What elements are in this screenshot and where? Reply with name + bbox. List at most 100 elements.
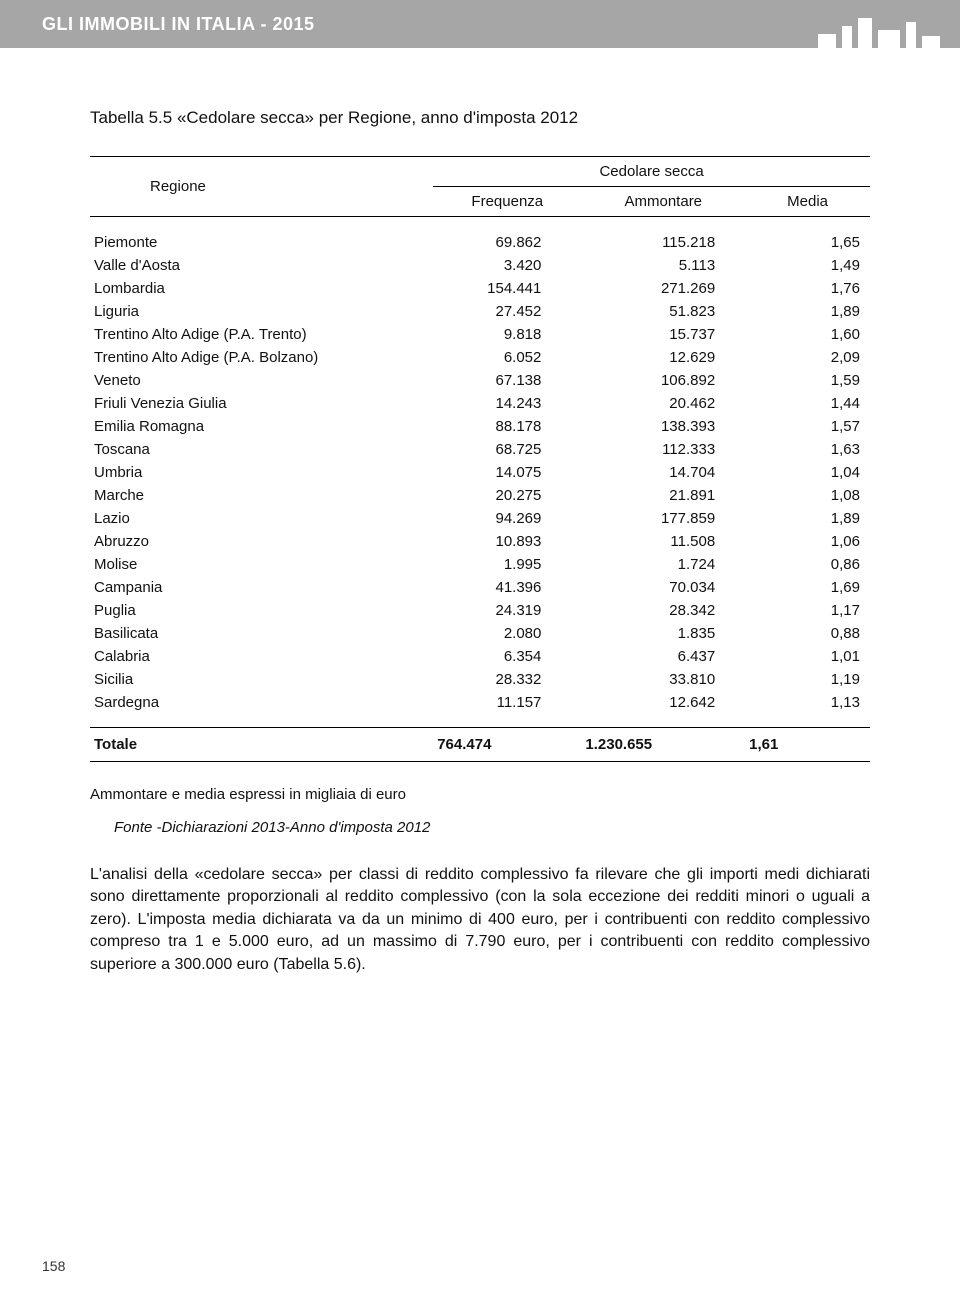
table-title: Tabella 5.5 «Cedolare secca» per Regione… bbox=[90, 108, 870, 128]
cell-media: 1,89 bbox=[745, 507, 870, 530]
cell-freq: 6.354 bbox=[433, 645, 581, 668]
col-freq: Frequenza bbox=[433, 187, 581, 217]
cell-media: 1,04 bbox=[745, 461, 870, 484]
cell-region: Marche bbox=[90, 484, 433, 507]
table-row: Campania41.39670.0341,69 bbox=[90, 576, 870, 599]
skyline-icon bbox=[818, 18, 940, 48]
total-label: Totale bbox=[90, 728, 433, 762]
cell-media: 1,49 bbox=[745, 254, 870, 277]
cell-region: Friuli Venezia Giulia bbox=[90, 392, 433, 415]
cell-amm: 11.508 bbox=[581, 530, 745, 553]
cell-region: Emilia Romagna bbox=[90, 415, 433, 438]
cell-amm: 14.704 bbox=[581, 461, 745, 484]
cell-media: 1,65 bbox=[745, 231, 870, 254]
cell-freq: 94.269 bbox=[433, 507, 581, 530]
footnote: Ammontare e media espressi in migliaia d… bbox=[90, 786, 870, 803]
table-row: Basilicata2.0801.8350,88 bbox=[90, 622, 870, 645]
cell-media: 1,76 bbox=[745, 277, 870, 300]
cell-region: Toscana bbox=[90, 438, 433, 461]
cell-freq: 67.138 bbox=[433, 369, 581, 392]
cell-amm: 138.393 bbox=[581, 415, 745, 438]
data-table: Regione Cedolare secca Frequenza Ammonta… bbox=[90, 156, 870, 762]
cell-media: 1,44 bbox=[745, 392, 870, 415]
table-row: Liguria27.45251.8231,89 bbox=[90, 300, 870, 323]
table-row: Calabria6.3546.4371,01 bbox=[90, 645, 870, 668]
cell-region: Molise bbox=[90, 553, 433, 576]
cell-media: 1,06 bbox=[745, 530, 870, 553]
cell-freq: 41.396 bbox=[433, 576, 581, 599]
cell-region: Valle d'Aosta bbox=[90, 254, 433, 277]
table-row: Trentino Alto Adige (P.A. Trento)9.81815… bbox=[90, 323, 870, 346]
cell-freq: 1.995 bbox=[433, 553, 581, 576]
cell-freq: 14.243 bbox=[433, 392, 581, 415]
cell-freq: 28.332 bbox=[433, 668, 581, 691]
table-row: Abruzzo10.89311.5081,06 bbox=[90, 530, 870, 553]
cell-freq: 69.862 bbox=[433, 231, 581, 254]
cell-media: 1,69 bbox=[745, 576, 870, 599]
cell-amm: 33.810 bbox=[581, 668, 745, 691]
cell-amm: 51.823 bbox=[581, 300, 745, 323]
table-row: Umbria14.07514.7041,04 bbox=[90, 461, 870, 484]
col-amm: Ammontare bbox=[581, 187, 745, 217]
cell-media: 1,13 bbox=[745, 691, 870, 714]
cell-freq: 6.052 bbox=[433, 346, 581, 369]
cell-freq: 88.178 bbox=[433, 415, 581, 438]
cell-media: 2,09 bbox=[745, 346, 870, 369]
source-line: Fonte -Dichiarazioni 2013-Anno d'imposta… bbox=[90, 819, 870, 836]
cell-amm: 70.034 bbox=[581, 576, 745, 599]
cell-region: Calabria bbox=[90, 645, 433, 668]
cell-media: 0,86 bbox=[745, 553, 870, 576]
header-bar: GLI IMMOBILI IN ITALIA - 2015 bbox=[0, 0, 960, 48]
table-row: Molise1.9951.7240,86 bbox=[90, 553, 870, 576]
total-media: 1,61 bbox=[745, 728, 870, 762]
cell-freq: 10.893 bbox=[433, 530, 581, 553]
cell-freq: 68.725 bbox=[433, 438, 581, 461]
col-media: Media bbox=[745, 187, 870, 217]
cell-region: Sardegna bbox=[90, 691, 433, 714]
table-row: Valle d'Aosta3.4205.1131,49 bbox=[90, 254, 870, 277]
cell-region: Umbria bbox=[90, 461, 433, 484]
cell-media: 1,01 bbox=[745, 645, 870, 668]
cell-region: Trentino Alto Adige (P.A. Bolzano) bbox=[90, 346, 433, 369]
cell-media: 0,88 bbox=[745, 622, 870, 645]
cell-media: 1,08 bbox=[745, 484, 870, 507]
table-row: Marche20.27521.8911,08 bbox=[90, 484, 870, 507]
page-number: 158 bbox=[42, 1258, 65, 1274]
cell-freq: 24.319 bbox=[433, 599, 581, 622]
cell-freq: 9.818 bbox=[433, 323, 581, 346]
cell-freq: 27.452 bbox=[433, 300, 581, 323]
cell-media: 1,57 bbox=[745, 415, 870, 438]
cell-amm: 21.891 bbox=[581, 484, 745, 507]
total-freq: 764.474 bbox=[433, 728, 581, 762]
cell-freq: 3.420 bbox=[433, 254, 581, 277]
total-amm: 1.230.655 bbox=[581, 728, 745, 762]
table-row: Toscana68.725112.3331,63 bbox=[90, 438, 870, 461]
cell-amm: 115.218 bbox=[581, 231, 745, 254]
table-row: Emilia Romagna88.178138.3931,57 bbox=[90, 415, 870, 438]
cell-amm: 106.892 bbox=[581, 369, 745, 392]
cell-region: Veneto bbox=[90, 369, 433, 392]
cell-freq: 2.080 bbox=[433, 622, 581, 645]
cell-media: 1,17 bbox=[745, 599, 870, 622]
cell-region: Lombardia bbox=[90, 277, 433, 300]
table-row: Trentino Alto Adige (P.A. Bolzano)6.0521… bbox=[90, 346, 870, 369]
cell-amm: 112.333 bbox=[581, 438, 745, 461]
cell-region: Campania bbox=[90, 576, 433, 599]
cell-amm: 6.437 bbox=[581, 645, 745, 668]
col-region: Regione bbox=[90, 157, 433, 217]
cell-region: Puglia bbox=[90, 599, 433, 622]
cell-region: Basilicata bbox=[90, 622, 433, 645]
table-row: Friuli Venezia Giulia14.24320.4621,44 bbox=[90, 392, 870, 415]
cell-region: Liguria bbox=[90, 300, 433, 323]
cell-amm: 1.835 bbox=[581, 622, 745, 645]
cell-amm: 5.113 bbox=[581, 254, 745, 277]
cell-amm: 177.859 bbox=[581, 507, 745, 530]
table-row: Veneto67.138106.8921,59 bbox=[90, 369, 870, 392]
page-content: Tabella 5.5 «Cedolare secca» per Regione… bbox=[0, 48, 960, 976]
cell-region: Lazio bbox=[90, 507, 433, 530]
cell-amm: 12.642 bbox=[581, 691, 745, 714]
body-paragraph: L'analisi della «cedolare secca» per cla… bbox=[90, 864, 870, 976]
cell-region: Piemonte bbox=[90, 231, 433, 254]
cell-amm: 1.724 bbox=[581, 553, 745, 576]
cell-freq: 20.275 bbox=[433, 484, 581, 507]
